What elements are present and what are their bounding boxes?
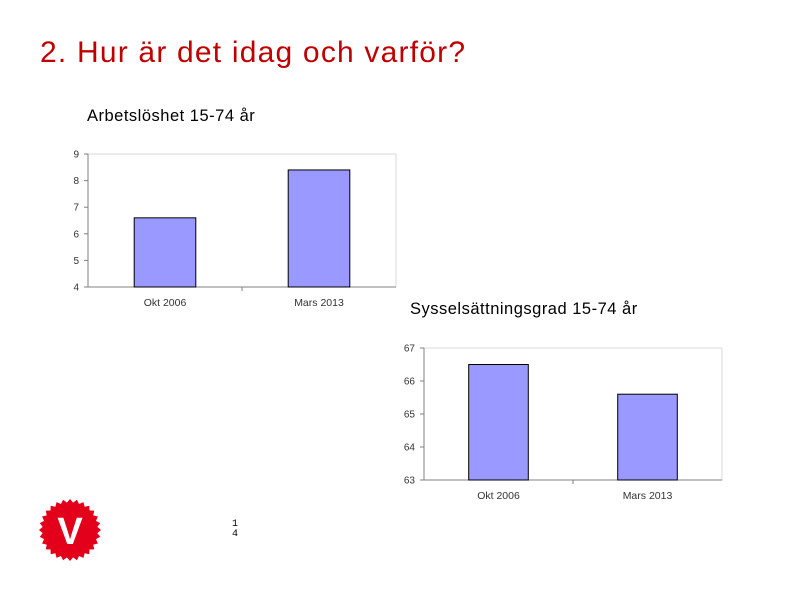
x-tick-label: Okt 2006 (477, 490, 520, 502)
chart-title-unemployment: Arbetslöshet 15-74 år (87, 107, 256, 125)
y-tick-label: 7 (73, 203, 79, 214)
x-tick-label: Okt 2006 (144, 297, 187, 309)
y-tick-label: 9 (73, 150, 79, 161)
y-tick-label: 63 (404, 476, 416, 487)
bar-okt-2006 (133, 217, 197, 288)
party-logo: V (38, 498, 102, 562)
bar-okt-2006 (468, 364, 529, 481)
y-tick-label: 64 (404, 443, 416, 454)
y-tick-label: 6 (73, 229, 79, 240)
bar-mars-2013 (287, 169, 351, 288)
v-logo-icon: V (39, 499, 101, 561)
y-tick-label: 8 (73, 176, 79, 187)
slide-title: 2. Hur är det idag och varför? (40, 36, 467, 69)
chart-title-employment: Sysselsättningsgrad 15-74 år (410, 300, 638, 318)
bar-mars-2013 (617, 393, 678, 481)
y-tick-label: 67 (404, 344, 416, 355)
page-number: 1 4 (231, 519, 238, 540)
y-tick-label: 65 (404, 410, 416, 421)
x-tick-label: Mars 2013 (294, 297, 344, 309)
y-tick-label: 4 (73, 283, 79, 294)
y-tick-label: 5 (73, 256, 79, 267)
logo-letter: V (57, 511, 83, 553)
y-tick-label: 66 (404, 377, 416, 388)
x-tick-label: Mars 2013 (623, 490, 673, 502)
